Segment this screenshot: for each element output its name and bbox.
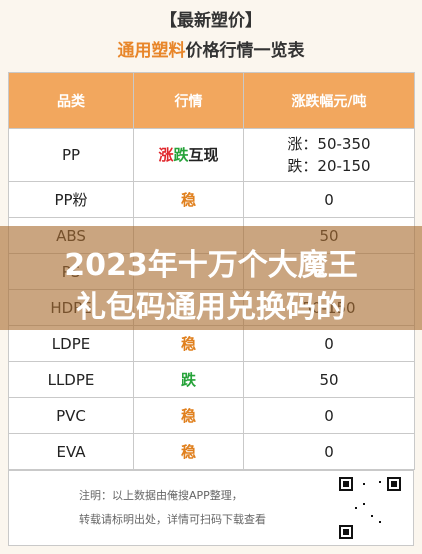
trend-text: 跌 [173, 146, 189, 164]
cell-trend: 稳 [133, 433, 244, 470]
change-text: 涨：50-350 [287, 135, 371, 153]
cell-change: 0 [243, 181, 415, 218]
row: PP粉 稳 0 [8, 181, 415, 218]
cell-name: PP [8, 128, 134, 182]
row: LLDPE 跌 50 [8, 361, 415, 398]
cell-name: PVC [8, 397, 134, 434]
change-text: 0 [324, 442, 334, 461]
banner-line: 礼包码通用兑换码的 [76, 290, 346, 325]
cell-trend: 稳 [133, 397, 244, 434]
subtitle: 通用塑料价格行情一览表 [0, 36, 422, 61]
title: 【最新塑价】 [160, 11, 262, 31]
cell-change: 0 [243, 397, 415, 434]
cell-name: LDPE [8, 325, 134, 362]
trend-text: 稳 [180, 407, 196, 425]
cell-change: 涨：50-350 跌：20-150 [243, 128, 415, 182]
cell-change: 50 [243, 361, 415, 398]
trend-text: 稳 [180, 443, 196, 461]
qr-module [343, 481, 349, 487]
cell-trend: 涨跌互现 [133, 128, 244, 182]
qr-module [391, 481, 397, 487]
cell-change: 0 [243, 433, 415, 470]
column-header: 涨跌幅元/吨 [243, 72, 415, 129]
cell-name: PP粉 [8, 181, 134, 218]
qr-module [363, 503, 365, 505]
trend-text: 稳 [180, 335, 196, 353]
qr-module [371, 515, 373, 517]
row: PP 涨跌互现 涨：50-350 跌：20-150 [8, 128, 415, 182]
qr-module [379, 481, 381, 483]
row: PVC 稳 0 [8, 397, 415, 434]
change-text: 50 [319, 370, 339, 389]
qr-code [339, 477, 401, 539]
banner-line: 2023年十万个大魔王 [64, 248, 358, 283]
trend-text: 稳 [180, 191, 196, 209]
cell-trend: 跌 [133, 361, 244, 398]
note-line: 转载请标明出处，详情可扫码下载查看 [79, 513, 266, 526]
change-text: 0 [324, 406, 334, 425]
banner: 2023年十万个大魔王 礼包码通用兑换码的 [0, 226, 422, 330]
cell-change: 0 [243, 325, 415, 362]
trend-text: 跌 [180, 371, 196, 389]
trend-text: 涨 [158, 146, 174, 164]
subtitle-highlight: 通用塑料 [117, 41, 186, 61]
cell-name: EVA [8, 433, 134, 470]
footer: 注明：以上数据由俺搜APP整理， 转载请标明出处，详情可扫码下载查看 [8, 470, 414, 546]
cell-trend: 稳 [133, 181, 244, 218]
cell-name: LLDPE [8, 361, 134, 398]
qr-module [363, 483, 365, 485]
qr-module [343, 529, 349, 535]
subtitle-rest: 价格行情一览表 [185, 41, 305, 61]
change-text: 0 [324, 334, 334, 353]
change-text: 0 [324, 190, 334, 209]
qr-module [355, 507, 357, 509]
trend-text: 互现 [188, 146, 219, 164]
cell-trend: 稳 [133, 325, 244, 362]
row: EVA 稳 0 [8, 433, 415, 470]
header-row: 品类 行情 涨跌幅元/吨 [8, 72, 415, 129]
row: LDPE 稳 0 [8, 325, 415, 362]
change-text: 跌：20-150 [287, 157, 371, 175]
column-header: 行情 [133, 72, 244, 129]
column-header: 品类 [8, 72, 134, 129]
note-line: 注明：以上数据由俺搜APP整理， [79, 489, 243, 502]
qr-module [379, 521, 381, 523]
